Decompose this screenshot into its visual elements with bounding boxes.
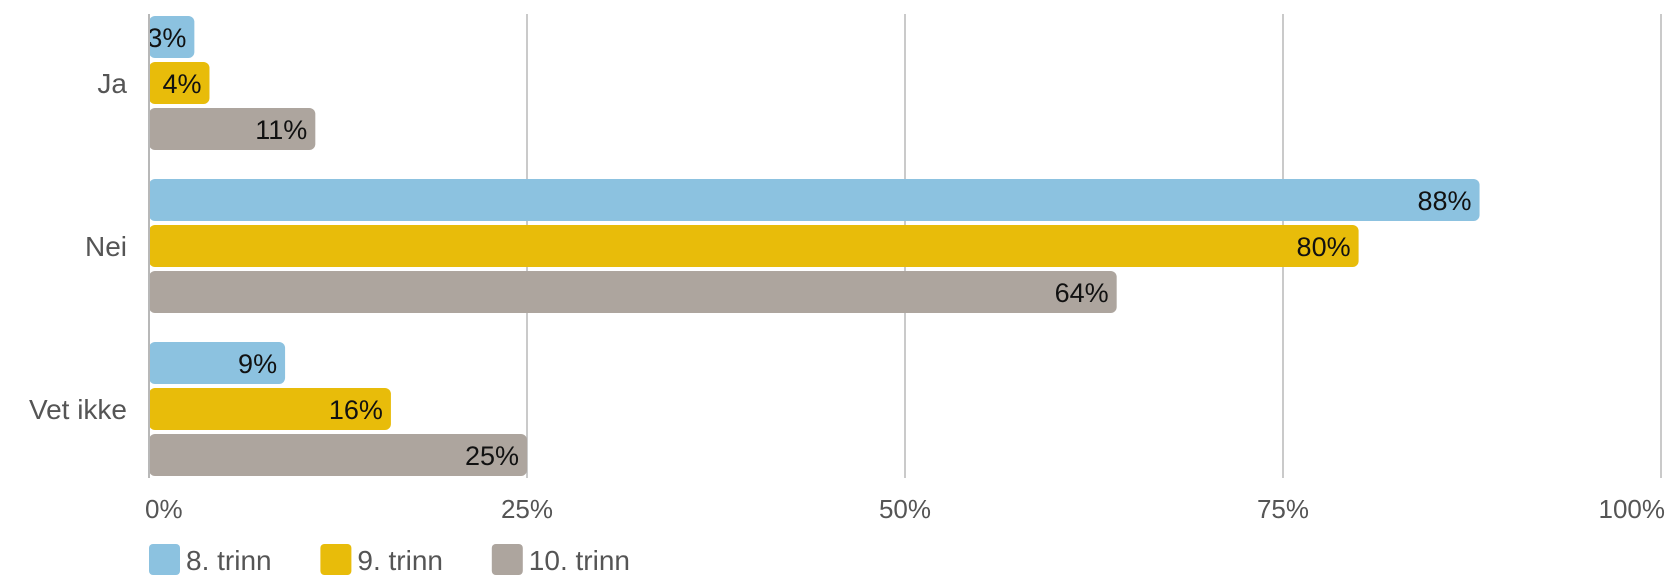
- legend-swatch: [320, 544, 352, 575]
- x-tick-label: 50%: [879, 494, 931, 524]
- bar-ja-series-1: [149, 16, 195, 58]
- bar-nei-series-3: [149, 271, 1117, 313]
- bar-nei-series-1: [149, 179, 1480, 221]
- legend-swatch: [149, 544, 180, 575]
- legend-label: 10. trinn: [529, 545, 630, 575]
- data-label: 11%: [255, 115, 307, 145]
- x-tick-label: 25%: [501, 494, 553, 524]
- category-label: Vet ikke: [29, 394, 127, 425]
- x-tick-label: 0%: [145, 494, 183, 524]
- data-label: 3%: [147, 23, 186, 53]
- data-label: 16%: [329, 395, 383, 425]
- legend-label: 9. trinn: [357, 545, 443, 575]
- data-label: 64%: [1055, 278, 1109, 308]
- category-label: Ja: [97, 68, 127, 99]
- legend-swatch: [491, 544, 523, 575]
- x-tick-label: 100%: [1599, 494, 1666, 524]
- data-label: 80%: [1297, 232, 1351, 262]
- category-label: Nei: [85, 231, 127, 262]
- bar-vet-ikke-series-1: [149, 342, 286, 384]
- data-label: 88%: [1418, 186, 1472, 216]
- data-label: 25%: [465, 441, 519, 471]
- bar-ja-series-2: [149, 62, 210, 104]
- bar-nei-series-2: [149, 225, 1359, 267]
- data-label: 4%: [162, 69, 201, 99]
- data-label: 9%: [238, 349, 277, 379]
- bar-ja-series-3: [149, 108, 316, 150]
- x-tick-label: 75%: [1257, 494, 1309, 524]
- legend-label: 8. trinn: [186, 545, 272, 575]
- bar-vet-ikke-series-2: [149, 388, 391, 430]
- bar-vet-ikke-series-3: [149, 434, 527, 476]
